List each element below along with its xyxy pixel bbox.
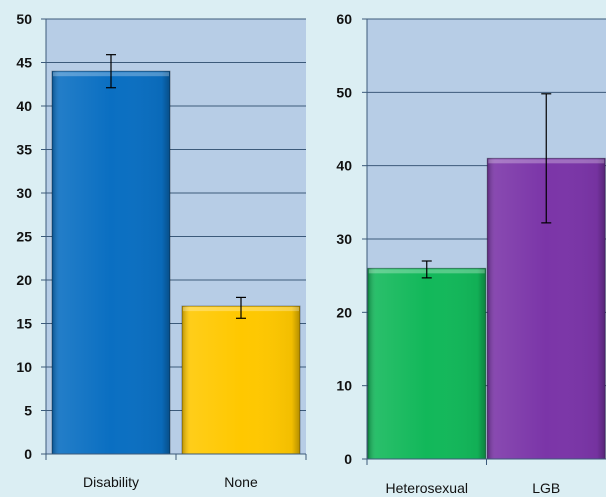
y-tick-label: 40 xyxy=(336,158,352,174)
y-tick-label: 30 xyxy=(336,231,352,247)
y-tick-label: 30 xyxy=(16,185,32,201)
y-tick-label: 0 xyxy=(344,451,352,467)
bar-bevel-overlay xyxy=(367,268,486,459)
y-tick-label: 15 xyxy=(16,316,32,332)
y-tick-label: 40 xyxy=(16,98,32,114)
y-tick-label: 35 xyxy=(16,142,32,158)
bar-bevel-overlay xyxy=(52,71,170,454)
y-tick-label: 0 xyxy=(24,446,32,462)
chart-2: 0 10 20 30 40 50 60 Heterosexual LGB xyxy=(336,11,606,496)
y-tick-label: 45 xyxy=(16,55,32,71)
y-tick-label: 25 xyxy=(16,229,32,245)
y-tick-label: 60 xyxy=(336,11,352,27)
y-tick-label: 10 xyxy=(336,378,352,394)
x-category-label: None xyxy=(224,474,258,490)
y-tick-label: 20 xyxy=(336,304,352,320)
y-tick-label: 50 xyxy=(16,11,32,27)
y-tick-label: 10 xyxy=(16,359,32,375)
y-tick-label: 5 xyxy=(24,403,32,419)
x-category-label: Heterosexual xyxy=(386,480,469,496)
y-tick-label: 50 xyxy=(336,84,352,100)
chart-1: 0 5 10 15 20 25 30 35 40 45 50 Disability None xyxy=(16,11,307,490)
bar-bevel-overlay xyxy=(182,306,300,454)
x-category-label: LGB xyxy=(532,480,560,496)
y-tick-label: 20 xyxy=(16,272,32,288)
x-category-label: Disability xyxy=(83,474,139,490)
